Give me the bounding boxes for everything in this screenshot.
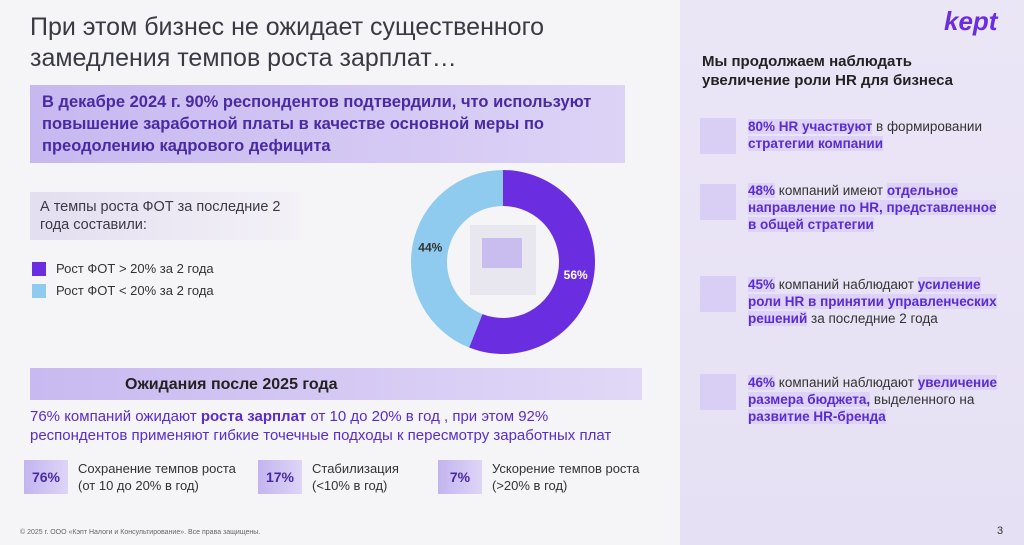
title: При этом бизнес не ожидает существенного… <box>30 13 545 72</box>
text-bold: 80% HR участвуют <box>748 119 873 134</box>
text-bold: 48% <box>748 183 776 198</box>
banner: В декабре 2024 г. 90% респондентов подтв… <box>30 85 625 163</box>
text: в формировании <box>872 119 982 134</box>
side-panel <box>680 0 1024 545</box>
icon <box>700 374 736 410</box>
icon <box>700 118 736 154</box>
text: 76% компаний ожидают <box>30 408 201 425</box>
text: компаний наблюдают <box>775 375 918 390</box>
text: компаний имеют <box>775 183 887 198</box>
stat-value: 17% <box>258 460 302 494</box>
data-label: 44% <box>418 240 442 254</box>
donut-segment <box>469 170 595 354</box>
fot-box: А темпы роста ФОТ за последние 2 года со… <box>30 192 300 240</box>
stat-label: Стабилизация (<10% в год) <box>312 461 399 493</box>
donut-segment <box>410 170 503 348</box>
side-heading: Мы продолжаем наблюдать увеличение роли … <box>702 53 953 89</box>
text: за последние 2 года <box>807 311 938 326</box>
legend-item: Рост ФОТ > 20% за 2 года <box>32 261 214 276</box>
donut-chart: 56% 44% <box>410 170 595 354</box>
side-item: 80% HR участвуют в формировании стратеги… <box>748 118 1003 152</box>
stat-value: 76% <box>24 460 68 494</box>
text-bold: 45% <box>748 277 776 292</box>
text-bold: роста зарплат <box>200 408 307 425</box>
stat: 17% Стабилизация (<10% в год) <box>258 460 412 494</box>
text-bold: стратегии компании <box>748 136 884 151</box>
stat: 7% Ускорение темпов роста (>20% в год) <box>438 460 652 494</box>
expectations-text: 76% компаний ожидают роста зарплат от 10… <box>30 407 630 445</box>
side-item: 46% компаний наблюдают увеличение размер… <box>748 374 1003 425</box>
text: от 10 до 20% в год , при этом 92% респон… <box>30 408 612 444</box>
page-number: 3 <box>997 525 1004 537</box>
legend-swatch <box>32 261 46 276</box>
section-heading: Ожидания после 2025 года <box>30 368 642 400</box>
side-item: 48% компаний имеют отдельное направление… <box>748 182 1003 233</box>
footer: © 2025 г. ООО «Кэпт Налоги и Консультиро… <box>20 529 261 536</box>
text-bold: развитие HR-бренда <box>748 409 886 424</box>
stat-label: Сохранение темпов роста (от 10 до 20% в … <box>78 461 236 493</box>
data-label: 56% <box>564 268 588 282</box>
stat-value: 7% <box>438 460 482 494</box>
legend-label: Рост ФОТ < 20% за 2 года <box>56 283 214 298</box>
legend-label: Рост ФОТ > 20% за 2 года <box>56 261 214 276</box>
side-item: 45% компаний наблюдают усиление роли HR … <box>748 276 1003 327</box>
illustration <box>482 238 522 268</box>
stat-label: Ускорение темпов роста (>20% в год) <box>492 461 640 493</box>
icon <box>700 276 736 312</box>
text: компаний наблюдают <box>775 277 918 292</box>
icon <box>700 184 736 220</box>
legend-swatch <box>32 283 46 298</box>
text: выделенного на <box>870 392 975 407</box>
text-bold: 46% <box>748 375 776 390</box>
stat: 76% Сохранение темпов роста (от 10 до 20%… <box>24 460 238 494</box>
legend-item: Рост ФОТ < 20% за 2 года <box>32 283 214 298</box>
logo: kept <box>944 6 998 36</box>
